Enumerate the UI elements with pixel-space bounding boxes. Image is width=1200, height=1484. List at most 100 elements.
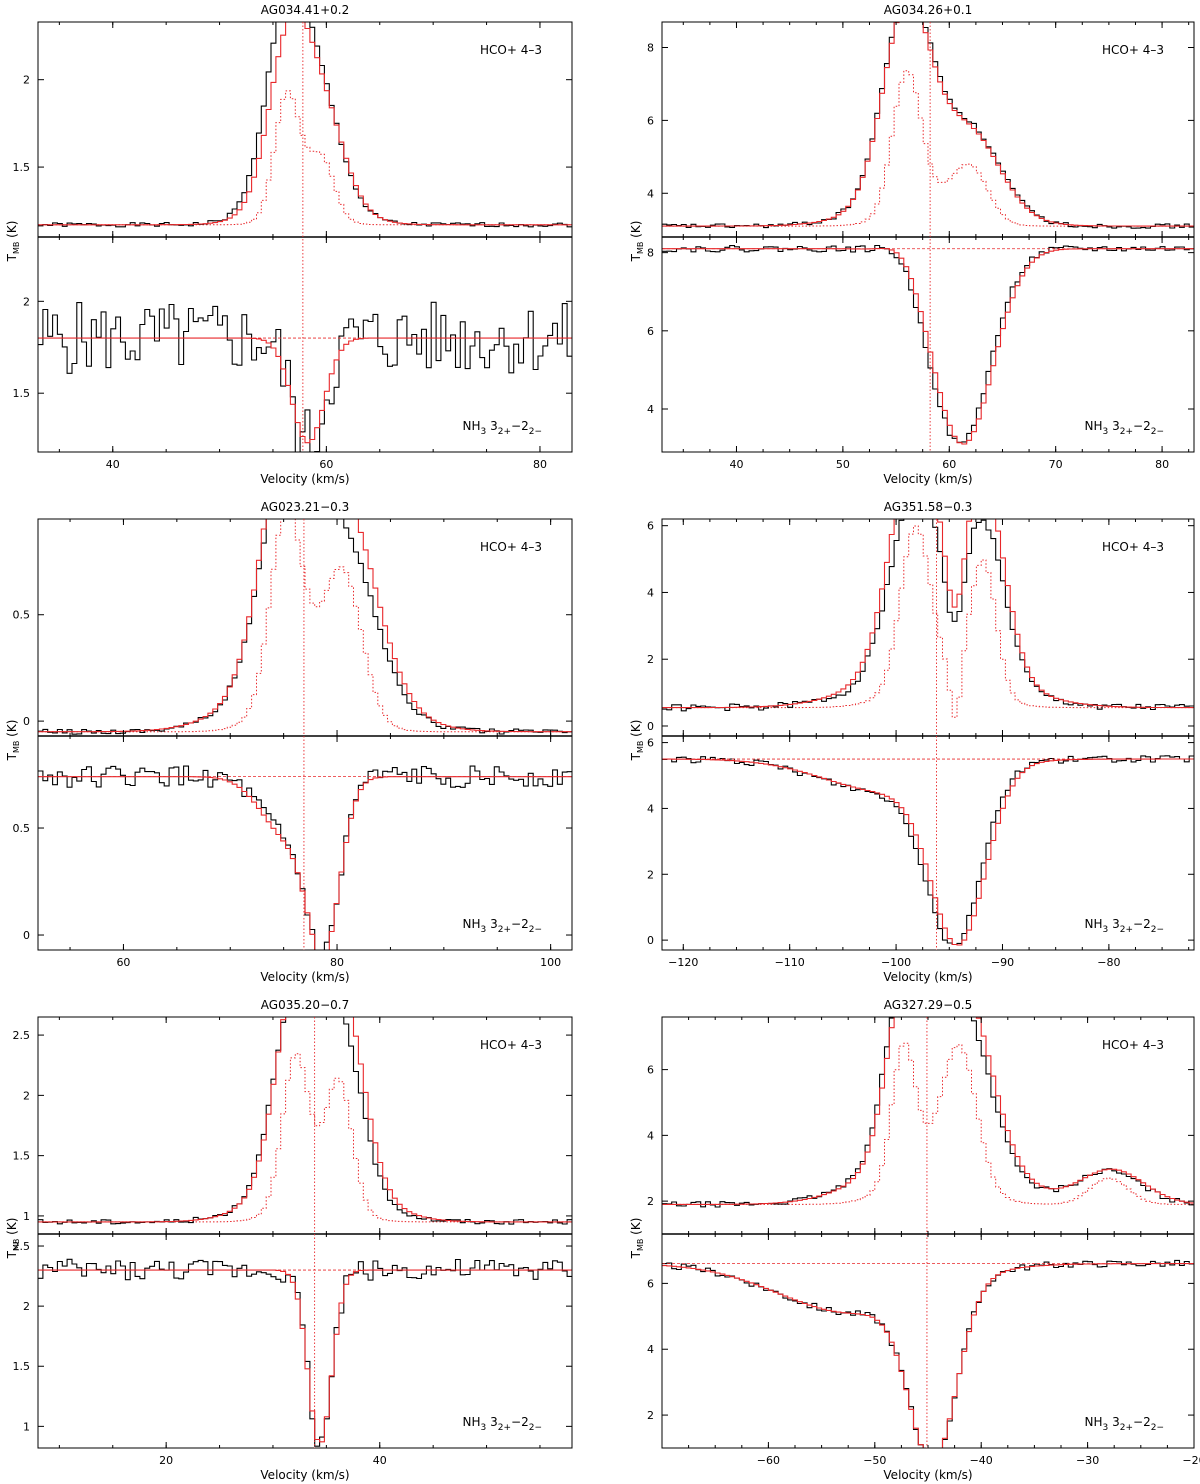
x-tick-label: 40 — [106, 458, 120, 471]
y-tick-label: 6 — [647, 1277, 654, 1290]
nh3-model-line — [662, 247, 1194, 445]
x-tick-label: 80 — [1155, 458, 1169, 471]
ylabel-main: T — [629, 752, 643, 761]
hco-species-label: HCO+ 4–3 — [1102, 1038, 1164, 1052]
x-tick-label: −120 — [668, 956, 698, 969]
nh3-plot-area — [38, 301, 572, 452]
species-part: NH — [463, 1415, 481, 1429]
ylabel-sub: MB — [636, 741, 645, 753]
species-part: NH — [1085, 419, 1103, 433]
x-tick-label: −30 — [1076, 1454, 1099, 1467]
y-tick-label: 4 — [647, 403, 654, 416]
y-tick-label: 2.5 — [13, 1240, 31, 1253]
nh3-observed-line — [662, 244, 1194, 443]
ylabel-sub: MB — [636, 242, 645, 254]
x-axis-label: Velocity (km/s) — [883, 1468, 972, 1482]
y-axis-label: TMB (K) — [5, 720, 21, 762]
model-dotted-line — [662, 1042, 1194, 1205]
x-axis-label: Velocity (km/s) — [260, 970, 349, 984]
species-sub: 2− — [1151, 1423, 1164, 1433]
ylabel-unit: (K) — [5, 1218, 19, 1239]
nh3-model-line — [662, 758, 1194, 946]
y-tick-label: 1.5 — [13, 161, 31, 174]
ylabel-unit: (K) — [629, 720, 643, 741]
y-tick-label: 2.5 — [13, 1029, 31, 1042]
hco-observed-line — [38, 22, 572, 228]
species-sub: 3 — [481, 1423, 487, 1433]
ylabel-main: T — [5, 1250, 19, 1259]
y-tick-label: 0 — [23, 929, 30, 942]
species-part: −2 — [511, 419, 529, 433]
y-tick-label: 2 — [23, 295, 30, 308]
ylabel-main: T — [629, 253, 643, 262]
species-part: 3 — [1108, 917, 1119, 931]
hco-observed-line — [662, 519, 1194, 712]
x-tick-label: 60 — [319, 458, 333, 471]
x-tick-label: −80 — [1097, 956, 1120, 969]
panel-frame — [37, 518, 573, 951]
nh3-model-line — [662, 1263, 1194, 1448]
y-axis-label: TMB (K) — [5, 1218, 21, 1260]
nh3-observed-line — [662, 1259, 1194, 1448]
species-part: 3 — [486, 1415, 497, 1429]
ylabel-main: T — [629, 1250, 643, 1259]
nh3-observed-line — [662, 755, 1194, 946]
y-tick-label: 2 — [647, 868, 654, 881]
x-tick-label: −20 — [1182, 1454, 1200, 1467]
species-part: −2 — [1133, 419, 1151, 433]
x-axis-label: Velocity (km/s) — [883, 472, 972, 486]
species-sub: 2+ — [1120, 427, 1133, 437]
species-sub: 2+ — [498, 427, 511, 437]
nh3-plot-area — [38, 765, 572, 950]
model-dotted-line — [38, 519, 572, 733]
nh3-species-label: NH3 32+−22− — [463, 917, 542, 935]
y-tick-label: 8 — [647, 42, 654, 55]
nh3-observed-line — [38, 765, 572, 950]
y-axis-label: TMB (K) — [5, 221, 21, 263]
hco-species-label: HCO+ 4–3 — [1102, 540, 1164, 554]
panel-title: AG035.20−0.7 — [261, 998, 349, 1012]
hco-observed-line — [38, 1017, 572, 1225]
y-tick-label: 1.5 — [13, 1150, 31, 1163]
panel-frame — [661, 518, 1195, 951]
y-tick-label: 1.5 — [13, 1360, 31, 1373]
species-sub: 2+ — [498, 1423, 511, 1433]
hco-species-label: HCO+ 4–3 — [480, 1038, 542, 1052]
nh3-species-label: NH3 32+−22− — [1085, 1415, 1164, 1433]
nh3-species-label: NH3 32+−22− — [1085, 917, 1164, 935]
x-tick-label: −110 — [775, 956, 805, 969]
species-sub: 3 — [1103, 427, 1109, 437]
y-axis-label: TMB (K) — [629, 1218, 645, 1260]
species-sub: 3 — [1103, 1423, 1109, 1433]
x-tick-label: 50 — [836, 458, 850, 471]
y-tick-label: 2 — [23, 1300, 30, 1313]
y-tick-label: 0 — [647, 934, 654, 947]
x-tick-label: 60 — [942, 458, 956, 471]
x-tick-label: −60 — [757, 1454, 780, 1467]
ylabel-sub: MB — [12, 741, 21, 753]
hco-model-line — [38, 22, 572, 226]
species-part: NH — [463, 419, 481, 433]
y-tick-label: 6 — [647, 114, 654, 127]
panel-frame — [661, 1016, 1195, 1449]
y-tick-label: 4 — [647, 1129, 654, 1142]
hco-plot-area — [662, 519, 1194, 718]
x-axis-label: Velocity (km/s) — [883, 970, 972, 984]
x-tick-label: 40 — [729, 458, 743, 471]
hco-species-label: HCO+ 4–3 — [1102, 43, 1164, 57]
y-tick-label: 2 — [23, 1089, 30, 1102]
x-tick-label: 80 — [533, 458, 547, 471]
species-part: 3 — [1108, 419, 1119, 433]
y-tick-label: 1.5 — [13, 387, 31, 400]
species-sub: 2− — [529, 427, 542, 437]
species-part: −2 — [1133, 1415, 1151, 1429]
panel-title: AG023.21−0.3 — [261, 500, 349, 514]
species-sub: 2− — [529, 925, 542, 935]
species-sub: 3 — [1103, 925, 1109, 935]
y-tick-label: 2 — [647, 653, 654, 666]
y-tick-label: 4 — [647, 586, 654, 599]
